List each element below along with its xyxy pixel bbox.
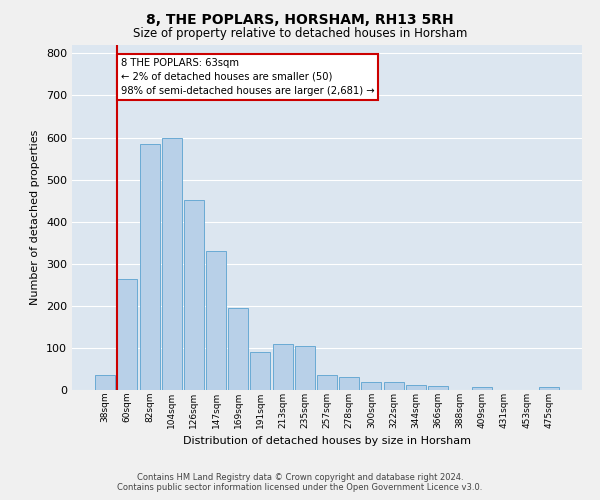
Bar	[140, 144, 160, 390]
Bar	[361, 382, 382, 390]
Bar	[118, 278, 137, 390]
Text: 8 THE POPLARS: 63sqm
← 2% of detached houses are smaller (50)
98% of semi-detach: 8 THE POPLARS: 63sqm ← 2% of detached ho…	[121, 58, 374, 96]
Y-axis label: Number of detached properties: Number of detached properties	[31, 130, 40, 305]
Bar	[472, 387, 492, 390]
Bar	[383, 382, 404, 390]
Bar	[250, 352, 271, 390]
Text: Size of property relative to detached houses in Horsham: Size of property relative to detached ho…	[133, 28, 467, 40]
Bar	[339, 376, 359, 390]
Bar	[406, 385, 426, 390]
Bar	[95, 376, 115, 390]
Bar	[272, 344, 293, 390]
Bar	[428, 386, 448, 390]
Bar	[206, 251, 226, 390]
X-axis label: Distribution of detached houses by size in Horsham: Distribution of detached houses by size …	[183, 436, 471, 446]
Bar	[162, 138, 182, 390]
Text: 8, THE POPLARS, HORSHAM, RH13 5RH: 8, THE POPLARS, HORSHAM, RH13 5RH	[146, 12, 454, 26]
Text: Contains HM Land Registry data © Crown copyright and database right 2024.
Contai: Contains HM Land Registry data © Crown c…	[118, 473, 482, 492]
Bar	[539, 386, 559, 390]
Bar	[317, 376, 337, 390]
Bar	[184, 200, 204, 390]
Bar	[295, 346, 315, 390]
Bar	[228, 308, 248, 390]
